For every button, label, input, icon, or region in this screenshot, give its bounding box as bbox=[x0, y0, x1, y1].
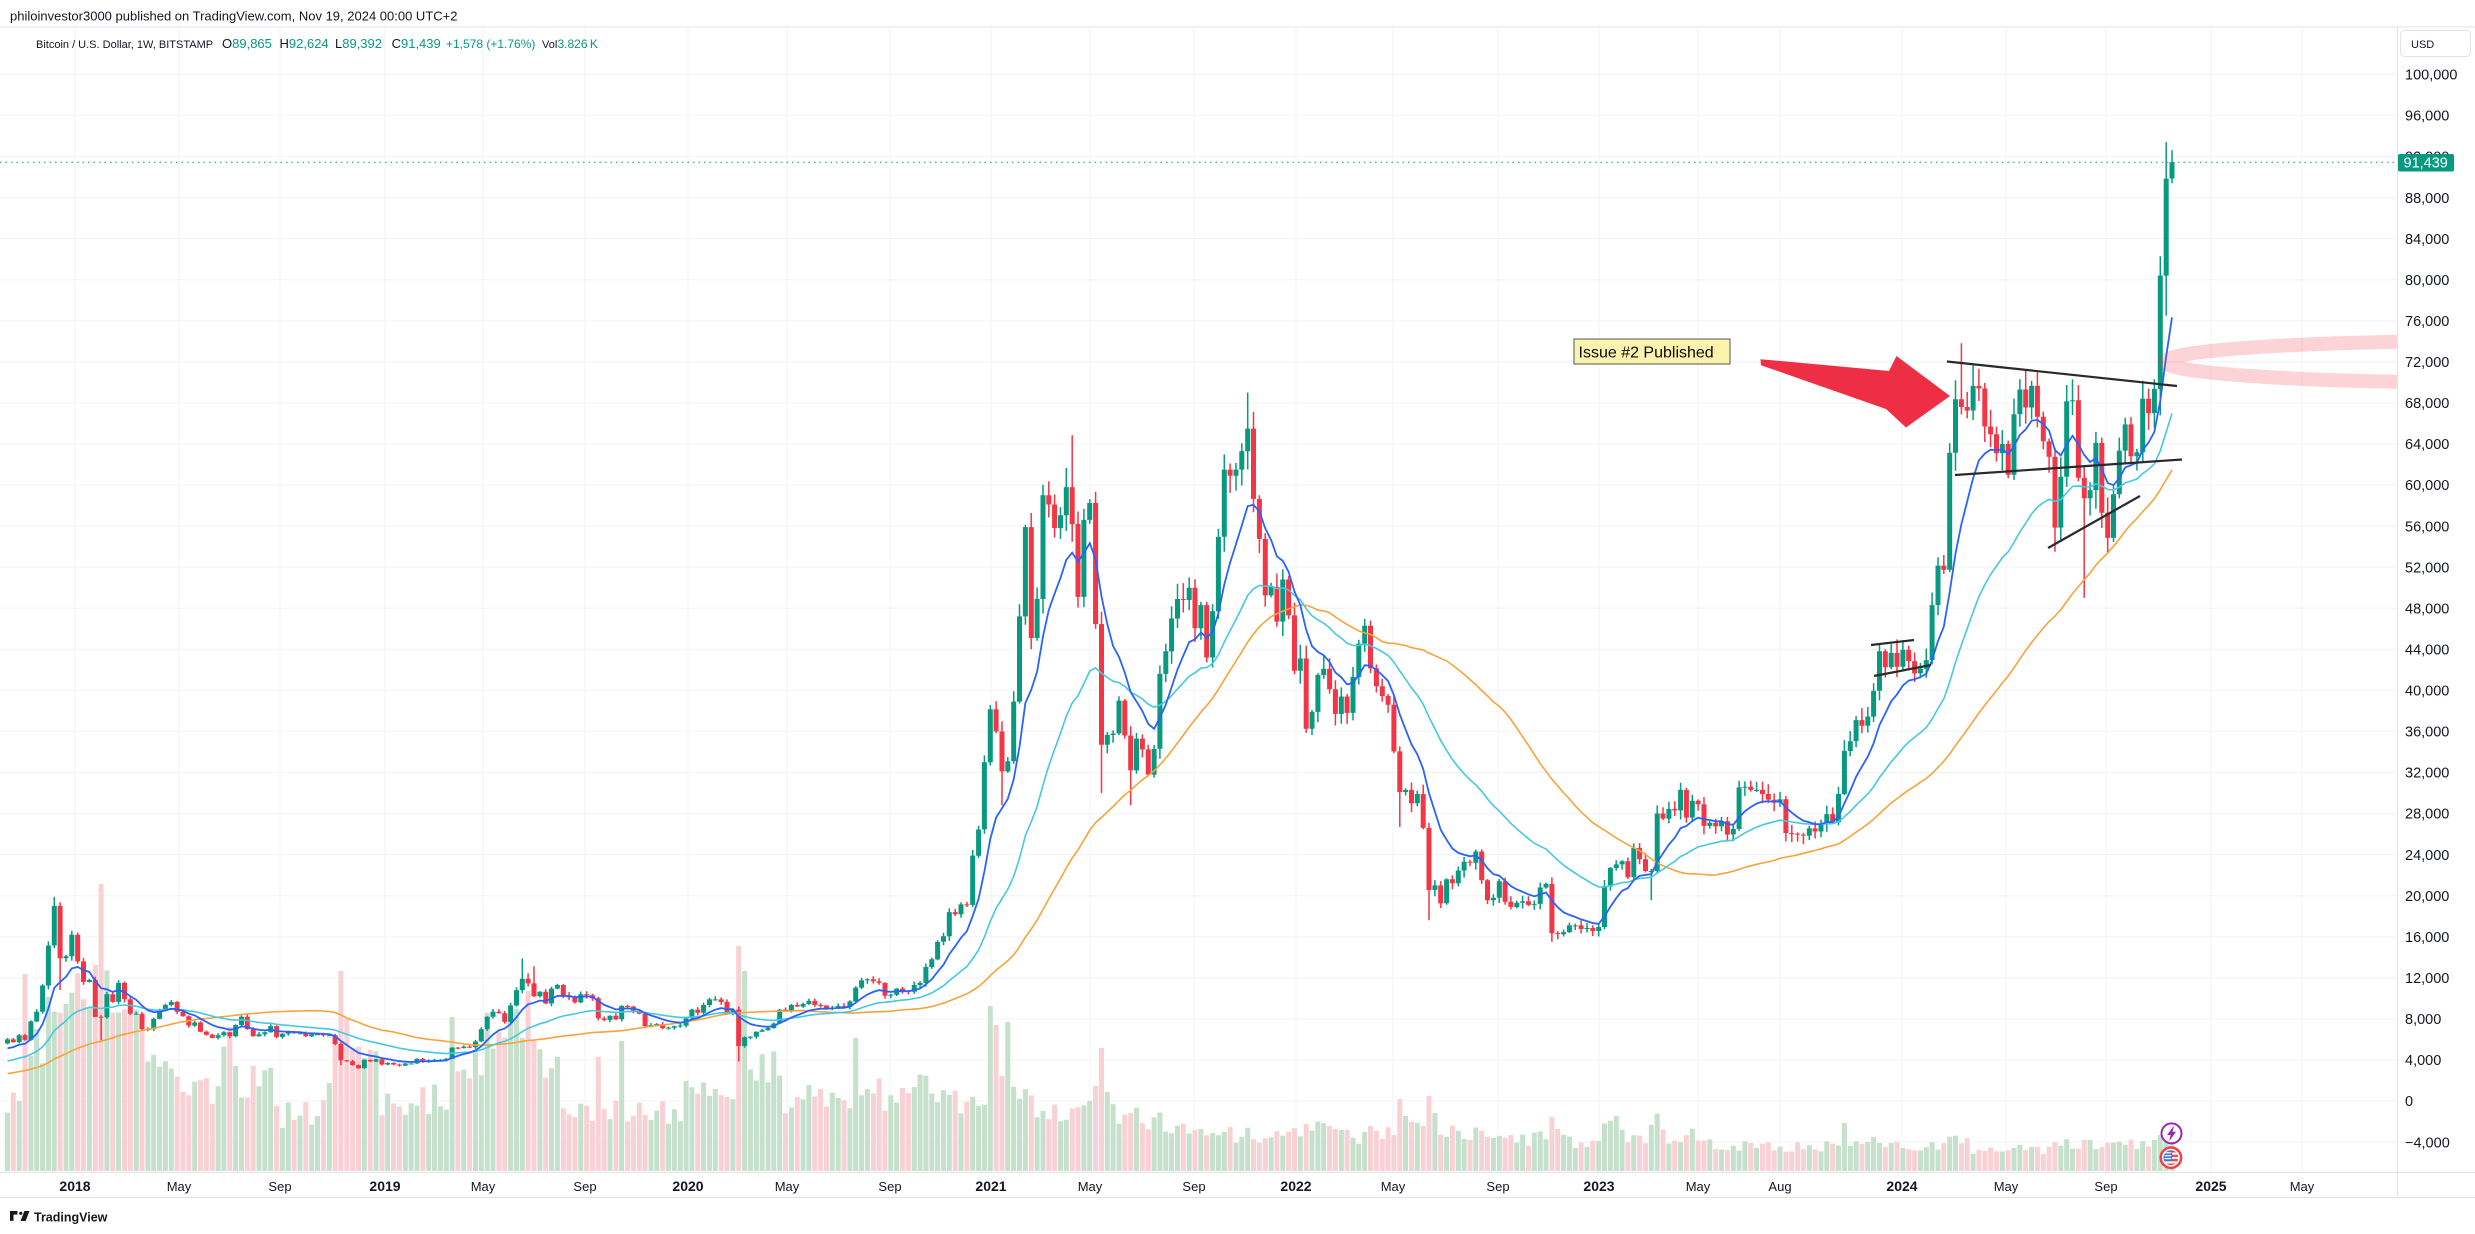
svg-text:72,000: 72,000 bbox=[2405, 355, 2449, 371]
svg-text:May: May bbox=[167, 1179, 192, 1194]
svg-text:May: May bbox=[471, 1179, 496, 1194]
svg-text:philoinvestor3000 published on: philoinvestor3000 published on TradingVi… bbox=[10, 9, 457, 24]
svg-text:80,000: 80,000 bbox=[2405, 273, 2449, 289]
svg-text:2024: 2024 bbox=[1886, 1178, 1917, 1194]
svg-text:−4,000: −4,000 bbox=[2405, 1135, 2450, 1151]
svg-text:2022: 2022 bbox=[1280, 1178, 1311, 1194]
svg-text:May: May bbox=[775, 1179, 800, 1194]
svg-text:2023: 2023 bbox=[1583, 1178, 1614, 1194]
svg-text:16,000: 16,000 bbox=[2405, 930, 2449, 946]
svg-text:91,439: 91,439 bbox=[2404, 156, 2448, 172]
svg-text:Sep: Sep bbox=[1486, 1179, 1509, 1194]
svg-text:88,000: 88,000 bbox=[2405, 191, 2449, 207]
svg-text:36,000: 36,000 bbox=[2405, 725, 2449, 741]
svg-text:32,000: 32,000 bbox=[2405, 766, 2449, 782]
svg-text:2021: 2021 bbox=[975, 1178, 1006, 1194]
svg-text:USD: USD bbox=[2411, 39, 2434, 51]
svg-text:Sep: Sep bbox=[878, 1179, 901, 1194]
svg-text:Sep: Sep bbox=[268, 1179, 291, 1194]
svg-text:Aug: Aug bbox=[1768, 1179, 1791, 1194]
svg-text:84,000: 84,000 bbox=[2405, 232, 2449, 248]
svg-text:28,000: 28,000 bbox=[2405, 807, 2449, 823]
svg-text:2025: 2025 bbox=[2195, 1178, 2226, 1194]
svg-text:May: May bbox=[1994, 1179, 2019, 1194]
svg-text:8,000: 8,000 bbox=[2405, 1012, 2441, 1028]
svg-text:48,000: 48,000 bbox=[2405, 601, 2449, 617]
svg-text:12,000: 12,000 bbox=[2405, 971, 2449, 987]
svg-text:0: 0 bbox=[2405, 1094, 2413, 1110]
svg-text:100,000: 100,000 bbox=[2405, 68, 2457, 84]
svg-text:64,000: 64,000 bbox=[2405, 437, 2449, 453]
svg-text:60,000: 60,000 bbox=[2405, 478, 2449, 494]
svg-text:2020: 2020 bbox=[672, 1178, 703, 1194]
svg-text:40,000: 40,000 bbox=[2405, 684, 2449, 700]
svg-text:68,000: 68,000 bbox=[2405, 396, 2449, 412]
svg-text:96,000: 96,000 bbox=[2405, 109, 2449, 125]
svg-text:44,000: 44,000 bbox=[2405, 643, 2449, 659]
svg-text:2018: 2018 bbox=[59, 1178, 90, 1194]
svg-text:Sep: Sep bbox=[2094, 1179, 2117, 1194]
svg-text:May: May bbox=[1686, 1179, 1711, 1194]
svg-text:20,000: 20,000 bbox=[2405, 889, 2449, 905]
svg-text:24,000: 24,000 bbox=[2405, 848, 2449, 864]
svg-text:4,000: 4,000 bbox=[2405, 1053, 2441, 1069]
svg-text:May: May bbox=[1381, 1179, 1406, 1194]
svg-text:2019: 2019 bbox=[369, 1178, 400, 1194]
svg-text:52,000: 52,000 bbox=[2405, 560, 2449, 576]
svg-text:Sep: Sep bbox=[573, 1179, 596, 1194]
svg-text:Issue #2 Published: Issue #2 Published bbox=[1579, 344, 1714, 361]
svg-text:May: May bbox=[2290, 1179, 2315, 1194]
svg-text:Bitcoin / U.S. Dollar, 1W, BIT: Bitcoin / U.S. Dollar, 1W, BITSTAMP O89,8… bbox=[36, 36, 598, 51]
svg-text:Sep: Sep bbox=[1182, 1179, 1205, 1194]
svg-text:TradingView: TradingView bbox=[34, 1211, 108, 1225]
svg-text:May: May bbox=[1078, 1179, 1103, 1194]
svg-text:76,000: 76,000 bbox=[2405, 314, 2449, 330]
svg-text:56,000: 56,000 bbox=[2405, 519, 2449, 535]
